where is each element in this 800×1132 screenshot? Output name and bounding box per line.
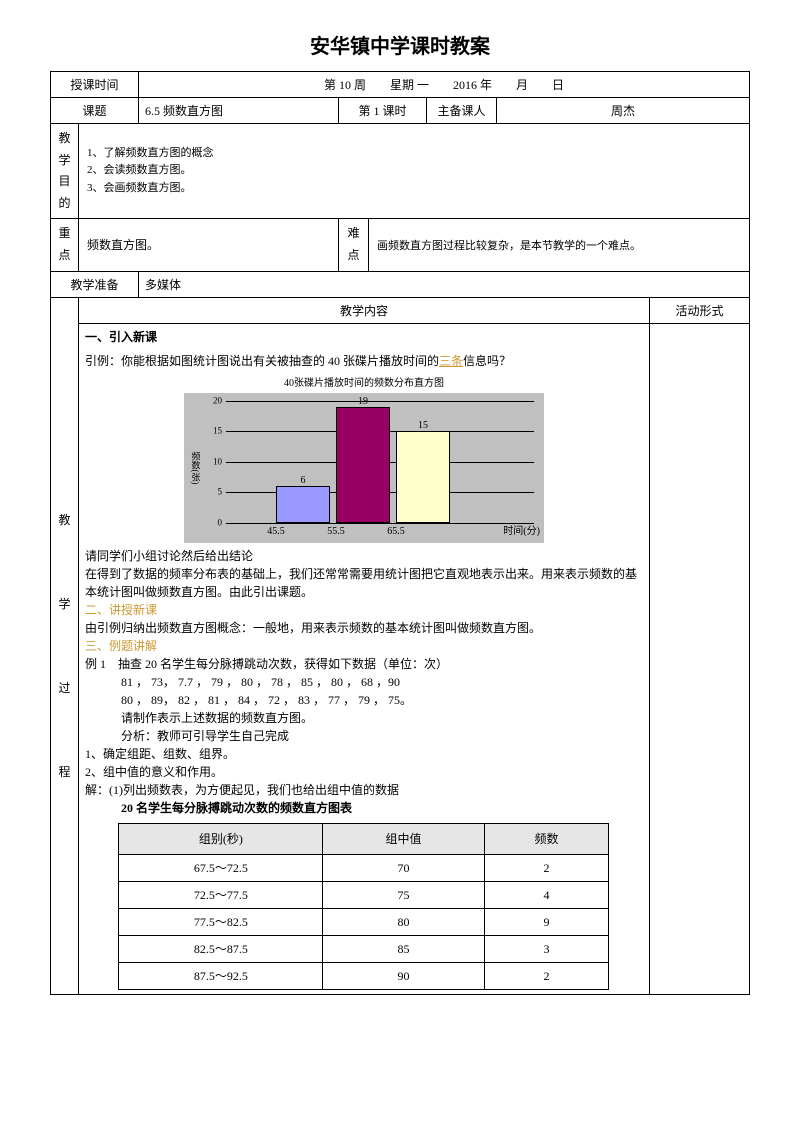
example-label: 例 1 抽查 20 名学生每分脉搏跳动次数，获得如下数据（单位：次） — [85, 655, 643, 673]
chart-container: 40张碟片播放时间的频数分布直方图 频数(张) 05101520645.5195… — [184, 376, 544, 543]
key-label: 重点 — [51, 219, 79, 271]
chart-title: 40张碟片播放时间的频数分布直方图 — [184, 376, 544, 391]
bullet-1: 1、确定组距、组数、组界。 — [85, 745, 643, 763]
table-cell: 85 — [323, 935, 484, 962]
objectives-label: 教学目的 — [51, 124, 79, 219]
table-cell: 70 — [323, 854, 484, 881]
paragraph-1: 请同学们小组讨论然后给出结论 — [85, 547, 643, 565]
intro-text2: 信息吗？ — [463, 354, 511, 368]
data-row-2: 80 ， 89， 82 ， 81 ， 84 ， 72 ， 83 ， 77 ， 7… — [85, 691, 643, 709]
table-cell: 77.5～82.5 — [119, 908, 323, 935]
author-value: 周杰 — [497, 98, 750, 124]
table-row: 77.5～82.5809 — [119, 908, 609, 935]
content-header: 教学内容 — [79, 297, 650, 323]
page-title: 安华镇中学课时教案 — [50, 30, 750, 59]
table-row: 72.5～77.5754 — [119, 881, 609, 908]
table-cell: 2 — [484, 962, 609, 989]
table-row: 87.5～92.5902 — [119, 962, 609, 989]
prep-label: 教学准备 — [51, 271, 139, 297]
lesson-plan-table: 授课时间 第 10 周 星期 一 2016 年 月 日 课题 6.5 频数直方图… — [50, 71, 750, 995]
solution-text: 解：(1)列出频数表，为方便起见，我们也给出组中值的数据 — [85, 781, 643, 799]
topic-value: 6.5 频数直方图 — [139, 98, 339, 124]
task-text: 请制作表示上述数据的频数直方图。 — [85, 709, 643, 727]
table-header: 频数 — [484, 823, 609, 854]
topic-label: 课题 — [51, 98, 139, 124]
table-header: 组别(秒) — [119, 823, 323, 854]
section-1: 一、引入新课 — [85, 328, 643, 346]
chart-ylabel: 频数(张) — [188, 451, 202, 484]
diff-value: 画频数直方图过程比较复杂，是本节教学的一个难点。 — [369, 219, 750, 271]
bar-chart: 频数(张) 05101520645.51955.51565.5时间(分) — [184, 393, 544, 543]
diff-label: 难点 — [339, 219, 369, 271]
section-2: 二、讲授新课 — [85, 601, 643, 619]
table-cell: 9 — [484, 908, 609, 935]
teaching-content: 一、引入新课 引例：你能根据如图统计图说出有关被抽查的 40 张碟片播放时间的三… — [79, 323, 650, 994]
paragraph-3: 由引例归纳出频数直方图概念：一般地，用来表示频数的基本统计图叫做频数直方图。 — [85, 619, 643, 637]
paragraph-2: 在得到了数据的频率分布表的基础上，我们还常常需要用统计图把它直观地表示出来。用来… — [85, 565, 643, 601]
time-value: 第 10 周 星期 一 2016 年 月 日 — [139, 72, 750, 98]
data-row-1: 81 ， 73， 7.7 ， 79 ， 80 ， 78 ， 85 ， 80 ， … — [85, 673, 643, 691]
activity-cell — [649, 323, 749, 994]
table-row: 82.5～87.5853 — [119, 935, 609, 962]
table-cell: 87.5～92.5 — [119, 962, 323, 989]
time-label: 授课时间 — [51, 72, 139, 98]
key-value: 频数直方图。 — [79, 219, 339, 271]
bullet-2: 2、组中值的意义和作用。 — [85, 763, 643, 781]
table-cell: 75 — [323, 881, 484, 908]
table-cell: 72.5～77.5 — [119, 881, 323, 908]
intro-text: 引例：你能根据如图统计图说出有关被抽查的 40 张碟片播放时间的 — [85, 354, 439, 368]
table-cell: 82.5～87.5 — [119, 935, 323, 962]
prep-value: 多媒体 — [139, 271, 750, 297]
table-row: 67.5～72.5702 — [119, 854, 609, 881]
intro-highlight: 三条 — [439, 354, 463, 368]
frequency-table: 组别(秒) 组中值 频数 67.5～72.570272.5～77.575477.… — [118, 823, 609, 990]
objectives-value: 1、了解频数直方图的概念 2、会读频数直方图。 3、会画频数直方图。 — [79, 124, 750, 219]
table-cell: 3 — [484, 935, 609, 962]
section-3: 三、例题讲解 — [85, 637, 643, 655]
table-cell: 80 — [323, 908, 484, 935]
analysis-text: 分析：教师可引导学生自己完成 — [85, 727, 643, 745]
process-label: 教学过程 — [51, 297, 79, 994]
activity-header: 活动形式 — [649, 297, 749, 323]
table-header: 组中值 — [323, 823, 484, 854]
table-cell: 67.5～72.5 — [119, 854, 323, 881]
table-cell: 2 — [484, 854, 609, 881]
table-cell: 90 — [323, 962, 484, 989]
inner-table-title: 20 名学生每分脉搏跳动次数的频数直方图表 — [85, 799, 643, 817]
table-cell: 4 — [484, 881, 609, 908]
author-label: 主备课人 — [427, 98, 497, 124]
period-label: 第 1 课时 — [339, 98, 427, 124]
